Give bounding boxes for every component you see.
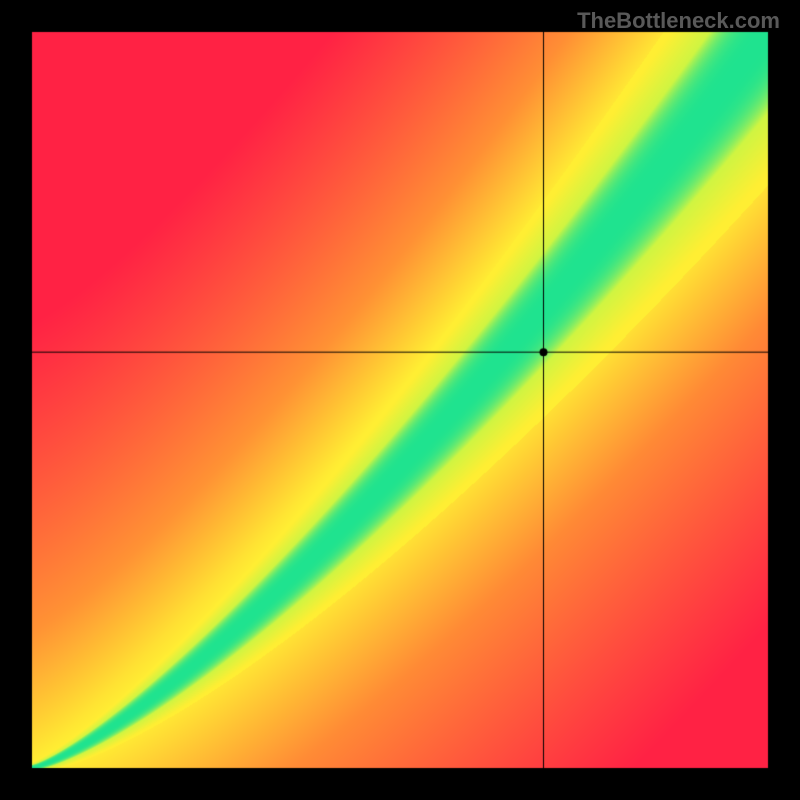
watermark-text: TheBottleneck.com: [577, 8, 780, 34]
heatmap-canvas: [0, 0, 800, 800]
chart-container: TheBottleneck.com: [0, 0, 800, 800]
